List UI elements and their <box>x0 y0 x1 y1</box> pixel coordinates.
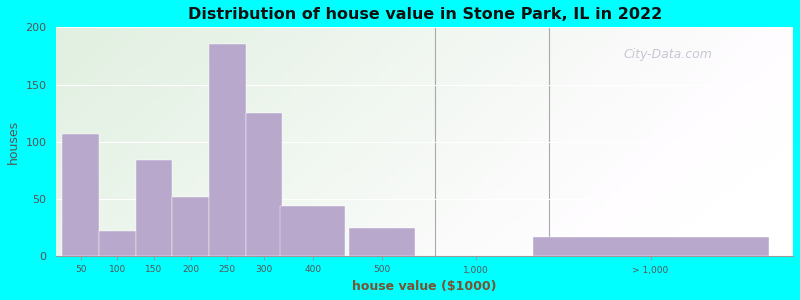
Text: City-Data.com: City-Data.com <box>623 48 712 61</box>
Bar <box>280 206 346 256</box>
Bar <box>246 113 282 256</box>
Bar <box>172 197 209 256</box>
Y-axis label: houses: houses <box>7 120 20 164</box>
Bar <box>533 237 769 256</box>
Bar <box>136 160 172 256</box>
Bar <box>350 228 414 256</box>
Title: Distribution of house value in Stone Park, IL in 2022: Distribution of house value in Stone Par… <box>187 7 662 22</box>
Bar <box>209 44 246 256</box>
X-axis label: house value ($1000): house value ($1000) <box>353 280 497 293</box>
Bar <box>99 231 136 256</box>
Bar <box>62 134 99 256</box>
